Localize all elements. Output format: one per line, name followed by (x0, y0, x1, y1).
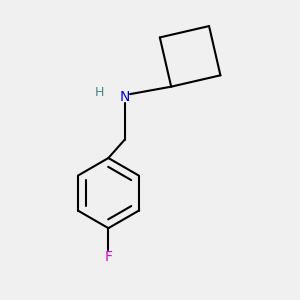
Text: F: F (104, 250, 112, 264)
Text: N: N (119, 89, 130, 103)
Text: H: H (95, 85, 104, 98)
